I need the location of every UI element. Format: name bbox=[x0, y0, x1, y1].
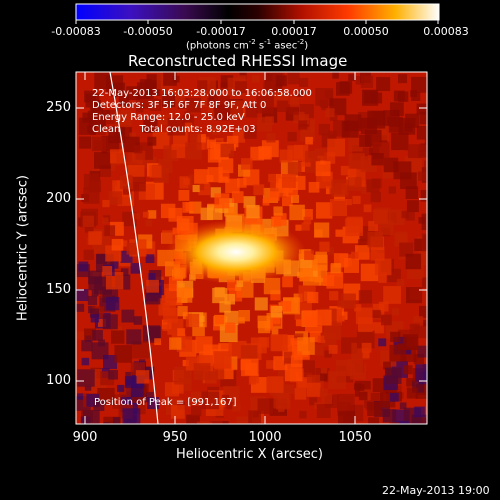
image-area bbox=[76, 72, 427, 424]
clean-counts-label: Clean Total counts: 8.92E+03 bbox=[92, 124, 256, 135]
x-axis-label: Heliocentric X (arcsec) bbox=[176, 447, 323, 462]
energy-range-label: Energy Range: 12.0 - 25.0 keV bbox=[92, 112, 245, 123]
footer-timestamp: 22-May-2013 19:00 bbox=[382, 484, 490, 497]
x-tick-label: 950 bbox=[162, 430, 188, 445]
peak-position-label: Position of Peak = [991,167] bbox=[94, 397, 237, 408]
colorbar bbox=[75, 3, 440, 24]
colorbar-tick: -0.00050 bbox=[123, 25, 173, 38]
y-tick-label: 200 bbox=[46, 191, 71, 206]
plot-frame bbox=[75, 71, 428, 425]
colorbar-tick: -0.00083 bbox=[51, 25, 101, 38]
x-tick-label: 1050 bbox=[338, 430, 372, 445]
x-tick-label: 900 bbox=[72, 430, 98, 445]
detectors-label: Detectors: 3F 5F 6F 7F 8F 9F, Att 0 bbox=[92, 100, 267, 111]
y-tick-label: 250 bbox=[46, 100, 71, 115]
y-tick-label: 150 bbox=[46, 282, 71, 297]
x-tick-label: 1000 bbox=[248, 430, 282, 445]
y-tick-label: 100 bbox=[46, 373, 71, 388]
plot-title: Reconstructed RHESSI Image bbox=[128, 52, 348, 70]
colorbar-tick: 0.00017 bbox=[271, 25, 317, 38]
time-range-label: 22-May-2013 16:03:28.000 to 16:06:58.000 bbox=[92, 88, 312, 99]
colorbar-tick: -0.00017 bbox=[196, 25, 246, 38]
limb-line bbox=[109, 72, 159, 424]
colorbar-units: (photons cm-2 s-1 asec-2) bbox=[186, 38, 309, 52]
y-axis-label: Heliocentric Y (arcsec) bbox=[15, 175, 31, 321]
colorbar-tick: 0.00050 bbox=[343, 25, 389, 38]
colorbar-tick: 0.00083 bbox=[423, 25, 469, 38]
